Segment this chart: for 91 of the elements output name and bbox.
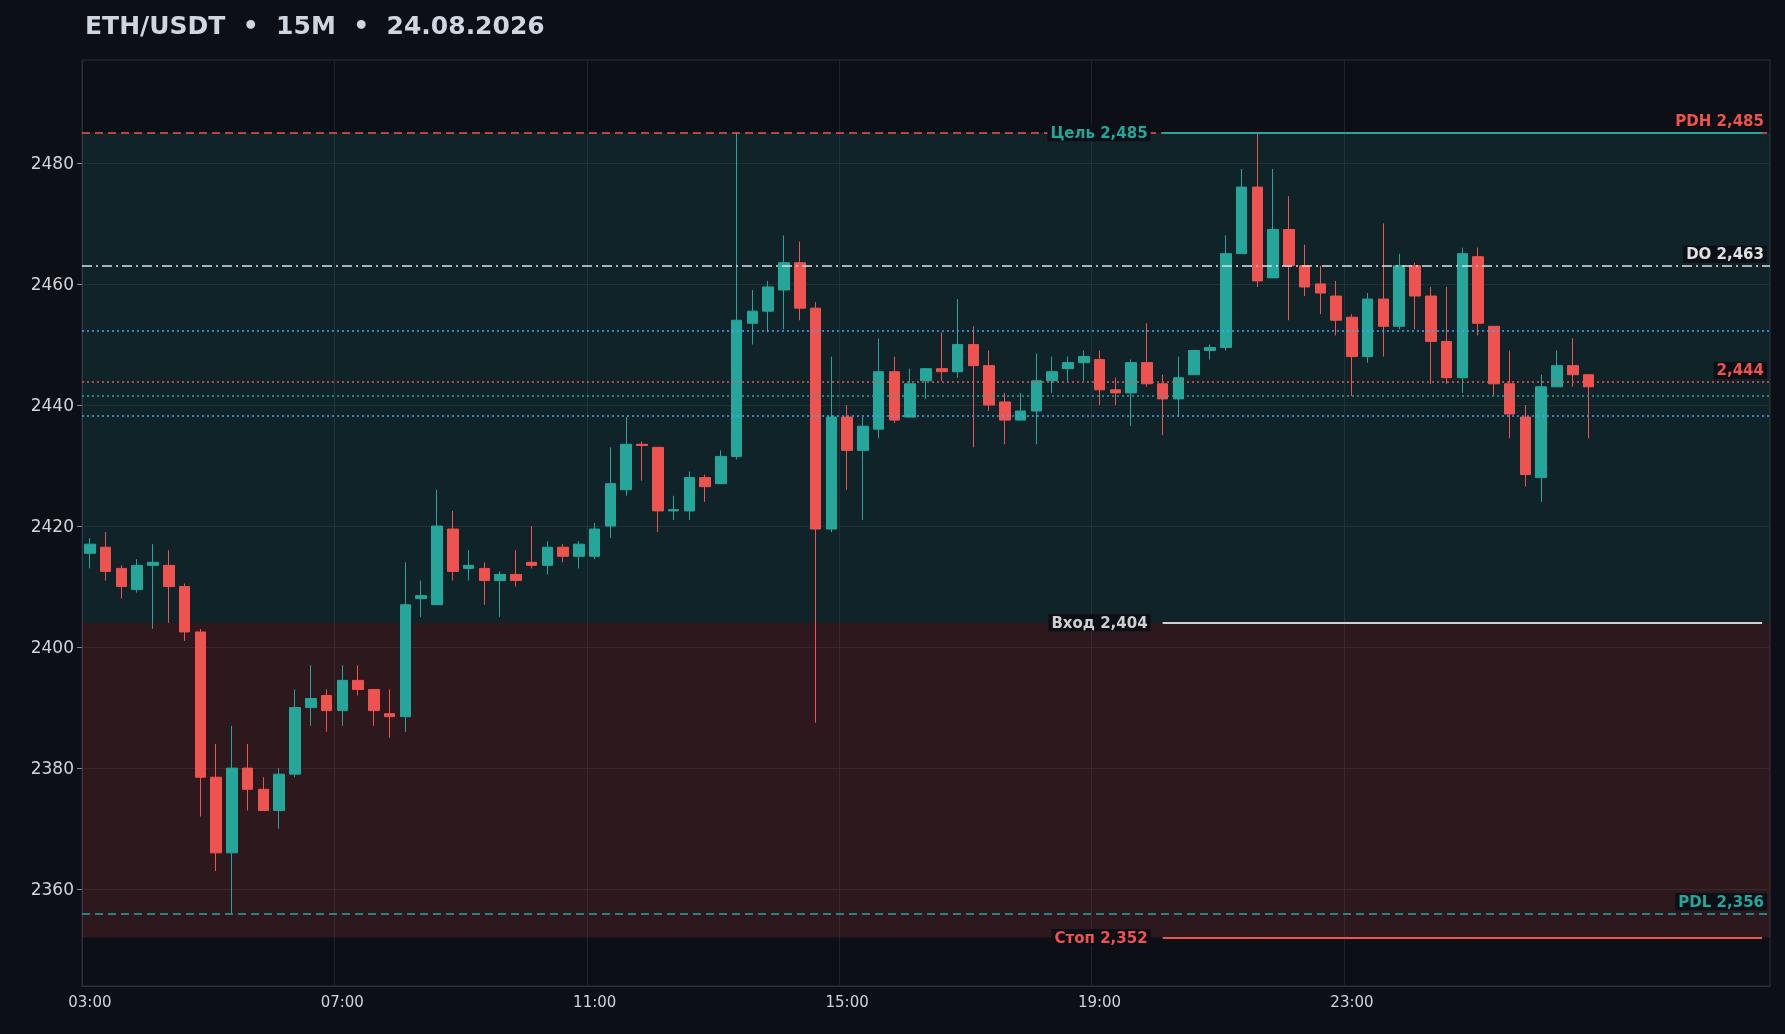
- candlestick: [605, 446, 616, 539]
- candlestick: [794, 241, 806, 321]
- candlestick: [668, 495, 679, 521]
- ref-line-label: 2,444: [1716, 361, 1764, 380]
- candlestick: [952, 298, 963, 379]
- candlestick: [1472, 247, 1484, 336]
- candlestick: [778, 235, 790, 330]
- candlestick: [1551, 350, 1563, 388]
- y-tick-label: 2400: [30, 637, 74, 658]
- candlestick: [620, 416, 632, 497]
- candlestick: [636, 440, 648, 482]
- candlestick: [1078, 350, 1090, 382]
- y-tick-label: 2440: [30, 394, 74, 415]
- candlestick: [1330, 280, 1342, 336]
- x-tick-label: 03:00: [68, 992, 112, 1011]
- candlestick: [1393, 253, 1405, 330]
- candlestick: [210, 743, 222, 872]
- candlestick: [321, 688, 332, 733]
- candlestick: [179, 583, 190, 642]
- candlestick: [447, 510, 459, 581]
- candlestick: [479, 561, 490, 606]
- candlestick: [463, 549, 474, 581]
- candlestick: [415, 580, 427, 618]
- candlestick: [305, 664, 317, 727]
- chart-title: ETH/USDT • 15M • 24.08.2026: [85, 11, 545, 40]
- ref-line-label: Цель 2,485: [1050, 123, 1148, 142]
- y-tick-label: 2460: [30, 273, 74, 294]
- x-tick-label: 15:00: [825, 992, 869, 1011]
- candlestick: [1267, 168, 1279, 279]
- candlestick: [1409, 262, 1421, 330]
- y-tick-label: 2380: [30, 758, 74, 779]
- x-tick-label: 23:00: [1330, 992, 1374, 1011]
- candlestick: [147, 543, 159, 630]
- candlestick: [1378, 222, 1389, 358]
- candlestick: [1457, 247, 1468, 394]
- candlestick: [762, 280, 774, 333]
- candlestick: [400, 561, 411, 733]
- candlestick: [242, 743, 253, 811]
- candlestick: [131, 558, 143, 594]
- candlestick: [1220, 235, 1232, 352]
- candlestick: [1283, 195, 1295, 321]
- candlestick: [1204, 343, 1216, 361]
- ref-line-label: Стоп 2,352: [1054, 928, 1148, 947]
- candlestick: [494, 570, 506, 618]
- candlestick: [273, 767, 285, 830]
- candlestick: [684, 471, 695, 521]
- candlestick: [1252, 132, 1263, 288]
- candlestick: [1362, 292, 1373, 364]
- candlestick: [936, 331, 948, 382]
- candlestick: [431, 489, 443, 606]
- candlestick: [1236, 168, 1247, 255]
- candlestick: [857, 416, 869, 521]
- candlestick: [1299, 244, 1310, 297]
- y-tick-label: 2420: [30, 516, 74, 537]
- candlestick: [841, 404, 853, 491]
- candlestick: [715, 449, 727, 485]
- candlestick: [163, 549, 175, 624]
- x-tick-label: 07:00: [320, 992, 364, 1011]
- candlestick: [1188, 350, 1200, 376]
- candlestick: [84, 537, 96, 569]
- ref-line-label: DO 2,463: [1686, 245, 1764, 264]
- candlestick: [1315, 265, 1326, 315]
- candlestick: [116, 564, 127, 600]
- x-tick-label: 11:00: [573, 992, 617, 1011]
- candlestick: [557, 543, 569, 563]
- candlestick: [337, 664, 348, 727]
- candlestick: [1046, 356, 1058, 394]
- candlestick: [510, 549, 522, 588]
- candlestick: [652, 446, 664, 533]
- candlestick: [100, 531, 111, 581]
- candlestick: [999, 392, 1011, 445]
- candlestick: [368, 688, 380, 727]
- candlestick: [542, 540, 553, 575]
- candlestick: [747, 289, 758, 345]
- ref-line-label: PDH 2,485: [1675, 112, 1764, 131]
- ref-line-label: Вход 2,404: [1051, 613, 1148, 632]
- ref-line-label: PDL 2,356: [1678, 892, 1764, 911]
- y-tick-label: 2480: [30, 152, 74, 173]
- x-tick-label: 19:00: [1077, 992, 1122, 1011]
- candlestick: [352, 664, 364, 696]
- candlestick: [1062, 356, 1074, 382]
- candlestick: [258, 776, 269, 811]
- candlestick: [699, 474, 711, 503]
- candlestick: [289, 688, 301, 778]
- candlestick: [1520, 404, 1531, 488]
- candlestick: [589, 522, 600, 560]
- candlestick: [526, 525, 537, 569]
- candlestick: [195, 628, 206, 818]
- y-tick-label: 2360: [30, 879, 74, 900]
- candlestick: [384, 688, 395, 739]
- candlestick: [573, 540, 585, 569]
